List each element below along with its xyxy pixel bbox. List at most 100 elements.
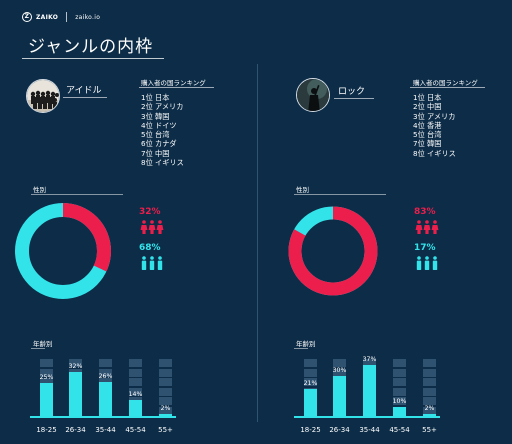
page-title: ジャンルの内枠 [28, 37, 154, 57]
country-ranking-title: 購入者の国ランキング [141, 79, 206, 87]
ranking-underline [139, 87, 214, 88]
female-percent: 83% [414, 207, 436, 217]
zaiko-logo-icon: Z [22, 12, 32, 22]
age-bar-segment [159, 406, 172, 415]
age-bar-segment [159, 368, 172, 377]
age-chart-baseline [30, 416, 176, 418]
age-bar-fill [333, 375, 346, 416]
ranking-underline [410, 87, 485, 88]
age-group-label: 55+ [158, 426, 173, 434]
age-bar-value: 14% [128, 391, 143, 399]
age-group-label: 18-25 [300, 426, 321, 434]
age-bar-segment [363, 359, 376, 367]
age-group-label: 26-34 [65, 426, 86, 434]
ranking-item: 7位 韓国 [413, 139, 442, 149]
male-people-icons [140, 256, 164, 270]
male-person-icon [141, 256, 163, 270]
age-bar-segment [393, 368, 406, 377]
age-bar-segment [159, 397, 172, 405]
age-bar-value: 2% [424, 405, 435, 412]
ranking-item: 7位 中国 [141, 148, 170, 158]
ranking-item: 2位 中国 [413, 102, 442, 112]
age-group-label: 45-54 [389, 426, 410, 434]
gender-section-line [31, 194, 123, 195]
ranking-item: 8位 イギリス [141, 158, 184, 168]
gender-section-label: 性別 [33, 186, 46, 194]
age-bar-value: 21% [303, 380, 318, 388]
country-ranking-title: 購入者の国ランキング [413, 79, 478, 87]
idol-group-photo-icon [27, 80, 59, 112]
rock-singer-photo-icon [297, 79, 329, 111]
age-chart-baseline [294, 416, 440, 418]
ranking-item: 6位 カナダ [141, 139, 177, 149]
age-bar-segment [423, 378, 436, 386]
age-bar-value: 37% [362, 355, 377, 363]
age-bar-value: 10% [392, 397, 407, 405]
age-bar-segment [304, 378, 317, 386]
age-section-label: 年齢別 [33, 340, 53, 348]
age-bar-segment [69, 359, 82, 367]
age-group-label: 18-25 [36, 426, 57, 434]
ranking-item: 5位 台湾 [141, 130, 170, 140]
age-bar-segment [40, 359, 53, 367]
age-section-label: 年齢別 [296, 340, 316, 348]
country-ranking-list: 1位 日本 2位 中国 3位 アメリカ 4位 香港 5位 台湾 7位 韓国 8位… [413, 93, 456, 158]
gender-section-line [294, 194, 386, 195]
age-bar-chart: 25% 18-25 32% 26-34 26% 35-44 14% 45-54 2% 55+ [30, 359, 176, 434]
ranking-item: 2位 アメリカ [141, 102, 184, 112]
idol-avatar [26, 79, 60, 113]
age-group-label: 35-44 [95, 426, 116, 434]
gender-donut-chart [15, 203, 111, 299]
male-person-icon [416, 256, 438, 270]
age-bar-segment [129, 387, 142, 396]
ranking-item: 3位 アメリカ [413, 111, 456, 121]
age-bar-fill [423, 414, 436, 416]
age-bar-segment [159, 387, 172, 396]
age-bar-segment [99, 359, 112, 367]
age-bar-value: 2% [160, 405, 171, 412]
brand-url[interactable]: zaiko.io [75, 13, 101, 21]
age-bar-segment [40, 368, 53, 377]
age-bar-fill [40, 383, 53, 416]
age-bar-segment [99, 368, 112, 377]
brand-separator [66, 12, 68, 22]
age-bar-value: 30% [332, 366, 347, 374]
donut-female-arc [288, 206, 378, 296]
female-people-icons [415, 220, 439, 234]
age-bar-segment [393, 359, 406, 367]
age-group-label: 55+ [422, 426, 437, 434]
ranking-item: 5位 台湾 [413, 130, 442, 140]
genre-name: アイドル [66, 86, 102, 96]
country-ranking-list: 1位 日本 2位 アメリカ 3位 韓国 4位 ドイツ 5位 台湾 6位 カナダ … [141, 93, 184, 167]
age-bar-value: 26% [98, 372, 113, 380]
age-bar-segment [393, 378, 406, 386]
age-group-label: 45-54 [125, 426, 146, 434]
age-bar-value: 25% [39, 374, 54, 382]
age-bar-track [159, 359, 172, 416]
rock-avatar [296, 78, 330, 112]
age-bar-value: 32% [68, 363, 83, 371]
age-bar-segment [40, 378, 53, 386]
gender-section-label: 性別 [296, 186, 309, 194]
title-underline [22, 58, 164, 59]
female-person-icon [140, 220, 164, 234]
gender-donut-chart [288, 206, 378, 296]
age-bar-segment [304, 359, 317, 367]
genre-name: ロック [338, 87, 366, 97]
age-section-line [294, 348, 308, 349]
age-bar-segment [159, 359, 172, 367]
brand-logo[interactable]: Z ZAIKO zaiko.io [22, 12, 100, 22]
genre-panel-rock: ロック 購入者の国ランキング 1位 日本 2位 中国 3位 アメリカ 4位 香港… [258, 0, 512, 444]
genre-underline [334, 98, 374, 99]
age-bar-fill [159, 414, 172, 416]
ranking-item: 8位 イギリス [413, 148, 456, 158]
age-group-label: 35-44 [359, 426, 380, 434]
age-bar-segment [159, 378, 172, 386]
age-bar-segment [129, 378, 142, 386]
age-bar-segment [393, 397, 406, 405]
genre-panel-idol: アイドル 購入者の国ランキング 1位 日本 2位 アメリカ 3位 韓国 4位 ド… [15, 79, 214, 434]
age-bar-segment [423, 368, 436, 377]
ranking-item: 1位 日本 [141, 93, 170, 102]
age-group-label: 26-34 [329, 426, 350, 434]
ranking-item: 3位 韓国 [141, 111, 170, 121]
